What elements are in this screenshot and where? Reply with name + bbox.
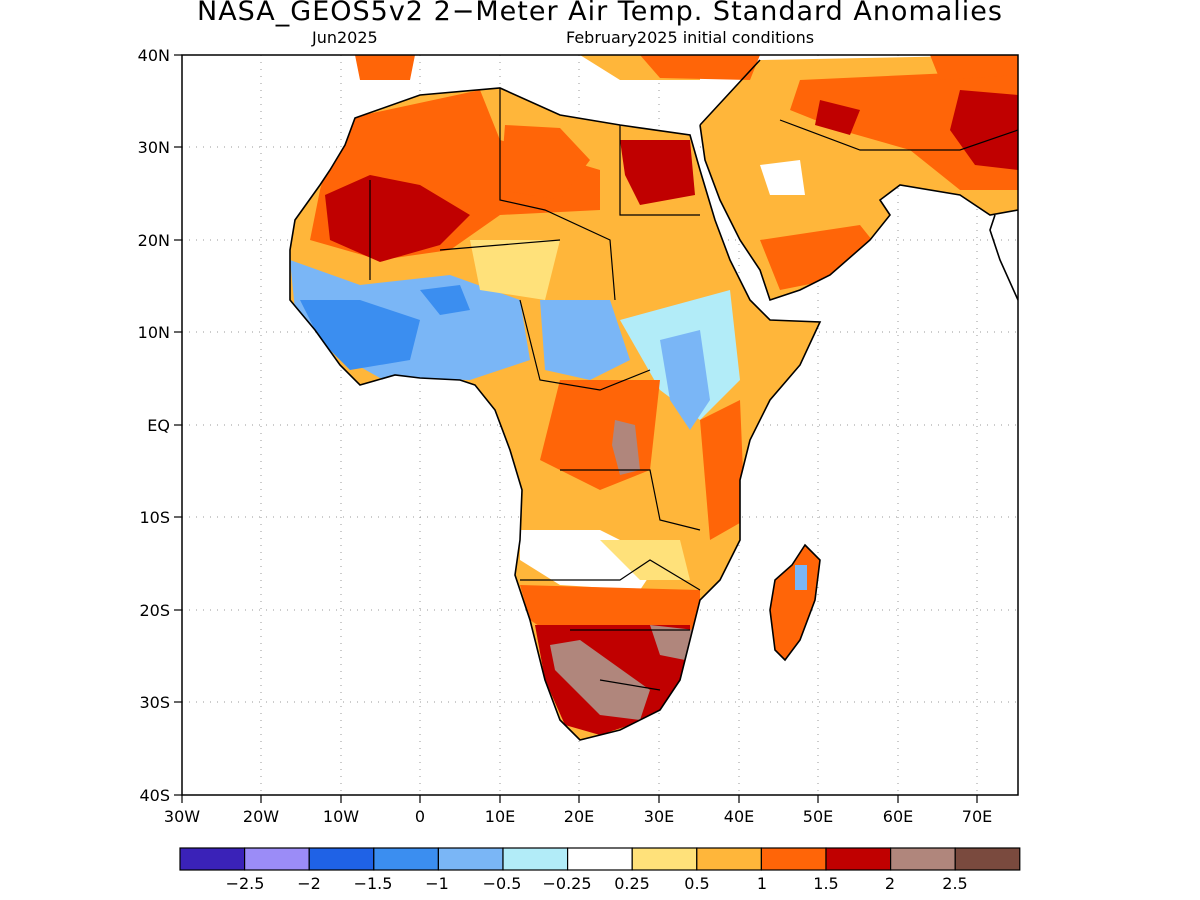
colorbar-label: 0.25 [614,874,650,893]
region-east-africa [660,330,710,430]
colorbar-swatch [244,847,310,871]
arabia-anomaly-field [700,55,1018,300]
colorbar-label: −0.5 [483,874,522,893]
colorbar-label: 2.5 [942,874,967,893]
colorbar-label: −0.25 [542,874,591,893]
colorbar-swatch [373,847,439,871]
colorbar-label: 2 [885,874,895,893]
lat-tick-label: 40N [138,46,170,65]
country-borders [369,88,1018,691]
colorbar-swatch [825,847,892,871]
colorbar-swatch [179,847,246,871]
colorbar-label: 1.5 [813,874,838,893]
lat-tick-label: 20N [138,231,170,250]
colorbar-swatch [889,847,956,871]
lon-tick-label: 30W [164,807,200,826]
colorbar-label: −1.5 [354,874,393,893]
axis-ticks [174,54,978,803]
colorbar-label: −1 [425,874,449,893]
colorbar-label: 1 [757,874,767,893]
colorbar-label: −2.5 [226,874,265,893]
lon-tick-label: 10E [485,807,515,826]
map-title: NASA_GEOS5v2 2−Meter Air Temp. Standard … [197,0,1003,27]
colorbar-swatch [437,847,504,871]
colorbar-labels: −2.5 −2 −1.5 −1 −0.5 −0.25 0.25 0.5 1 1.… [226,874,968,893]
lon-tick-label: 40E [724,807,754,826]
colorbar-label: 0.5 [684,874,709,893]
lat-tick-label: 20S [139,601,170,620]
lon-tick-label: 30E [644,807,674,826]
lon-tick-label: 50E [803,807,833,826]
lon-tick-label: 20W [243,807,279,826]
colorbar-swatch [760,847,827,871]
colorbar-swatch [566,847,633,871]
forecast-month: Jun2025 [312,28,378,47]
lon-tick-label: 60E [883,807,913,826]
colorbar-label: −2 [297,874,321,893]
colorbar-swatch [308,847,375,871]
lat-tick-label: 30N [138,138,170,157]
colorbar-swatch [631,847,698,871]
lon-tick-label: 10W [323,807,359,826]
lat-tick-label: 10N [138,323,170,342]
region-sahara-core [325,175,470,262]
colorbar-swatch [954,847,1021,871]
lon-tick-label: 70E [962,807,992,826]
coastlines [289,59,1018,741]
lat-tick-label: 10S [139,508,170,527]
lat-tick-label: EQ [147,416,170,435]
lat-tick-label: 30S [139,693,170,712]
initial-conditions-label: February2025 initial conditions [566,28,815,47]
lon-tick-label: 20E [564,807,594,826]
lon-tick-label: 0 [415,807,425,826]
lat-tick-label: 40S [139,786,170,805]
colorbar [179,847,1021,871]
colorbar-swatch [502,847,569,871]
colorbar-swatch [696,847,762,871]
